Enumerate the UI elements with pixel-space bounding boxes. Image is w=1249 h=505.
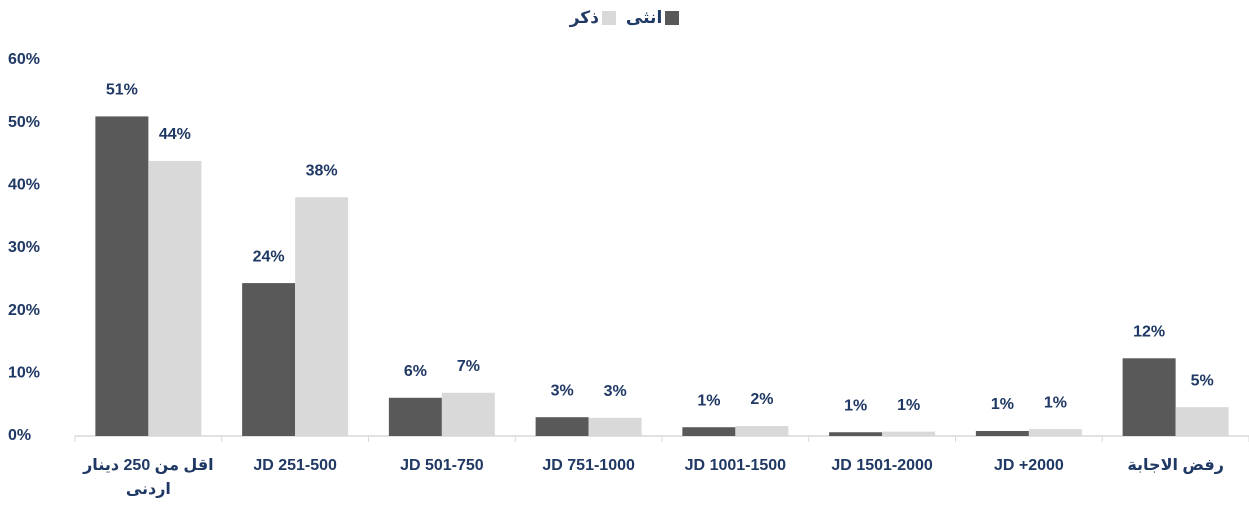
legend-label: انثى xyxy=(625,8,663,27)
data-label: 1% xyxy=(897,397,920,414)
y-tick-label: 50% xyxy=(8,114,40,131)
y-tick-label: 10% xyxy=(8,365,40,382)
data-label: 24% xyxy=(253,248,285,265)
data-label: 6% xyxy=(404,363,427,380)
bar xyxy=(1028,429,1082,436)
y-tick-label: 60% xyxy=(8,51,40,68)
bar xyxy=(588,417,642,436)
x-tick-label: 2000+ JD xyxy=(993,457,1064,474)
x-tick-label: رفض الاجابة xyxy=(1127,457,1224,474)
bar xyxy=(975,430,1029,436)
bar xyxy=(95,116,149,437)
x-tick-label: 751-1000 JD xyxy=(542,457,635,474)
legend-item: انثى xyxy=(625,8,680,28)
legend-label: ذكر xyxy=(569,8,599,27)
bar xyxy=(735,425,789,436)
data-label: 1% xyxy=(991,396,1014,413)
data-label: 1% xyxy=(697,392,720,409)
legend-item: ذكر xyxy=(570,8,616,28)
bar xyxy=(441,392,495,436)
data-label: 12% xyxy=(1133,324,1165,341)
y-tick-label: 40% xyxy=(8,177,40,194)
data-label: 1% xyxy=(1044,394,1067,411)
data-label: 3% xyxy=(551,382,574,399)
x-tick-label: اقل من 250 دينار اردنى xyxy=(83,457,214,498)
data-label: 38% xyxy=(306,162,338,179)
data-label: 1% xyxy=(844,397,867,414)
data-label: 51% xyxy=(106,82,138,99)
x-tick-label: 501-750 JD xyxy=(400,457,484,474)
bar xyxy=(148,160,202,437)
y-tick-label: 30% xyxy=(8,239,40,256)
data-label: 7% xyxy=(457,358,480,375)
bar xyxy=(1175,407,1229,436)
x-tick-label: 251-500 JD xyxy=(253,457,337,474)
bar xyxy=(829,432,883,436)
legend: انثى ذكر xyxy=(0,8,1249,28)
x-tick-label: 1001-1500 JD xyxy=(684,457,787,474)
bar xyxy=(1122,358,1176,436)
bar xyxy=(682,427,736,436)
bar xyxy=(882,431,936,436)
y-tick-label: 0% xyxy=(8,427,31,444)
data-label: 3% xyxy=(604,383,627,400)
data-label: 2% xyxy=(750,391,773,408)
bar xyxy=(295,197,349,436)
bar xyxy=(242,283,296,436)
bar xyxy=(388,397,442,436)
x-tick-label: 1501-2000 JD xyxy=(831,457,933,474)
legend-swatch xyxy=(601,11,616,25)
bar xyxy=(535,417,589,436)
y-tick-label: 20% xyxy=(8,302,40,319)
legend-swatch xyxy=(665,11,680,25)
data-label: 5% xyxy=(1191,372,1214,389)
data-label: 44% xyxy=(159,126,191,143)
